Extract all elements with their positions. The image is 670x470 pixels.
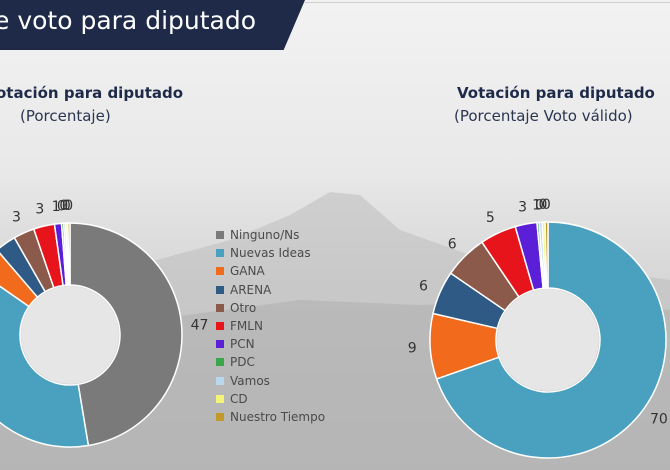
right-label-pdc: 1 [532, 197, 541, 213]
page-title: e voto para diputado [0, 6, 257, 35]
legend-swatch-nuevas-ideas [216, 249, 224, 258]
left-label-pdc: 0 [57, 198, 66, 214]
right-label-gana: 9 [408, 340, 417, 356]
right-hole [497, 289, 599, 391]
legend-label: GANA [230, 264, 265, 279]
right-chart-title: Votación para diputado [457, 84, 655, 102]
legend-item-arena: ARENA [216, 281, 325, 299]
right-label-fmln: 5 [486, 210, 495, 226]
legend-swatch-pdc [216, 358, 224, 367]
legend-label: FMLN [230, 319, 263, 334]
header-band [0, 0, 305, 50]
legend-label: Ninguno/Ns [230, 228, 300, 243]
left-chart-subtitle: (Porcentaje) [20, 107, 111, 125]
legend-label: Nuevas Ideas [230, 246, 311, 261]
legend-label: ARENA [230, 282, 272, 297]
left-label-ninguno-ns: 47 [191, 317, 209, 333]
right-slice-nuevas-ideas [435, 221, 667, 459]
legend-item-pdc: PDC [216, 353, 325, 371]
legend-label: Nuestro Tiempo [230, 409, 326, 424]
left-label-vamos: 0 [59, 198, 68, 214]
left-label-fmln: 3 [35, 202, 44, 218]
legend-item-fmln: FMLN [216, 317, 325, 335]
legend-label: PDC [230, 355, 255, 370]
legend-item-ninguno-ns: Ninguno/Ns [216, 226, 325, 244]
left-hole [21, 286, 119, 384]
legend-item-otro: Otro [216, 299, 325, 317]
legend-label: Vamos [230, 373, 270, 388]
left-label-cd: 0 [62, 198, 71, 214]
left-slice-ninguno-ns [69, 222, 183, 447]
header-rule [305, 2, 670, 3]
legend-swatch-otro [216, 303, 224, 312]
legend-item-nuevas-ideas: Nuevas Ideas [216, 244, 325, 262]
right-label-nuevas-ideas: 70 [650, 412, 668, 428]
legend-swatch-vamos [216, 376, 224, 385]
right-label-otro: 6 [448, 236, 457, 252]
legend-item-nuestro-tiempo: Nuestro Tiempo [216, 408, 325, 426]
right-label-cd: 0 [538, 197, 547, 213]
legend-item-gana: GANA [216, 262, 325, 280]
legend-label: CD [230, 391, 248, 406]
right-label-nuestro-tiempo: 0 [542, 197, 551, 213]
legend-item-vamos: Vamos [216, 372, 325, 390]
left-slice-nuestro-tiempo [67, 222, 71, 286]
legend-item-pcn: PCN [216, 335, 325, 353]
legend-swatch-fmln [216, 322, 224, 331]
left-label-otro: 3 [12, 210, 21, 226]
legend-item-cd: CD [216, 390, 325, 408]
left-chart-title: otación para diputado [0, 84, 184, 102]
legend-swatch-pcn [216, 340, 224, 349]
left-label-nuestro-tiempo: 0 [64, 198, 73, 214]
legend-label: Otro [230, 300, 257, 315]
right-slice-nuestro-tiempo [544, 221, 549, 289]
legend-swatch-cd [216, 394, 224, 403]
right-chart-subtitle: (Porcentaje Voto válido) [454, 107, 633, 125]
right-label-vamos: 0 [535, 197, 544, 213]
legend-swatch-ninguno-ns [216, 231, 224, 240]
legend-swatch-arena [216, 285, 224, 294]
left-donut-chart: 4733310000 [0, 198, 209, 448]
chart-legend: Ninguno/Ns Nuevas Ideas GANA ARENA Otro FMLN P… [216, 226, 325, 426]
right-label-pcn: 3 [518, 199, 527, 215]
legend-swatch-gana [216, 267, 224, 276]
legend-label: PCN [230, 337, 255, 352]
right-label-arena: 6 [419, 278, 428, 294]
left-slice-nuevas-ideas [0, 285, 90, 448]
left-label-pcn: 1 [52, 199, 61, 215]
legend-swatch-nuestro-tiempo [216, 412, 224, 421]
